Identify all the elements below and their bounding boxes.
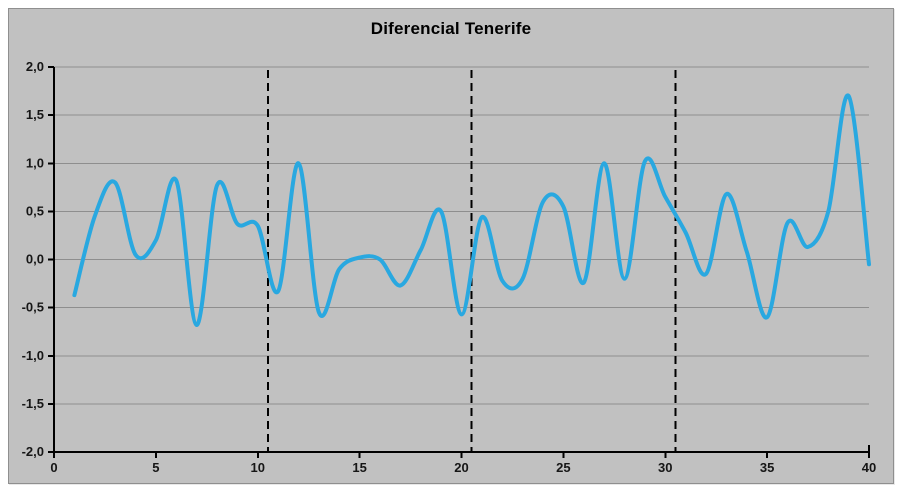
x-axis-label: 40 [862, 460, 876, 475]
y-axis-label: 0,5 [26, 203, 44, 218]
data-series [72, 93, 871, 328]
x-axis-label: 5 [152, 460, 159, 475]
y-axis-label: 0,0 [26, 252, 44, 267]
y-axis-label: -1,5 [22, 396, 44, 411]
chart-title: Diferencial Tenerife [370, 19, 532, 38]
x-axis-label: 30 [658, 460, 672, 475]
axes [48, 66, 870, 458]
y-axis-label: -1,0 [22, 348, 44, 363]
tick-labels: 2,0 1,5 1,0 0,5 0,0 -0,5 -1,0 -1,5 -2,0 0 5 10 15 20 2… [22, 59, 877, 475]
y-axis-label: 2,0 [26, 59, 44, 74]
y-axis-label: 1,0 [26, 155, 44, 170]
gridlines [54, 66, 869, 405]
chart-panel: Diferencial Tenerife 2,0 1,5 1,0 0,5 0,0 -0,5… [8, 8, 894, 484]
x-axis-label: 35 [760, 460, 774, 475]
y-axis-label: -2,0 [22, 444, 44, 459]
x-axis-label: 25 [556, 460, 570, 475]
x-axis-label: 15 [352, 460, 366, 475]
x-axis-label: 10 [251, 460, 265, 475]
y-axis-label: -0,5 [22, 300, 44, 315]
data-series-line [72, 93, 871, 328]
dashed-separators [266, 70, 677, 452]
plot-area: 2,0 1,5 1,0 0,5 0,0 -0,5 -1,0 -1,5 -2,0 0 5 10 15 20 2… [22, 59, 877, 475]
y-axis-label: 1,5 [26, 107, 44, 122]
x-axis-label: 0 [50, 460, 57, 475]
x-axis-label: 20 [454, 460, 468, 475]
